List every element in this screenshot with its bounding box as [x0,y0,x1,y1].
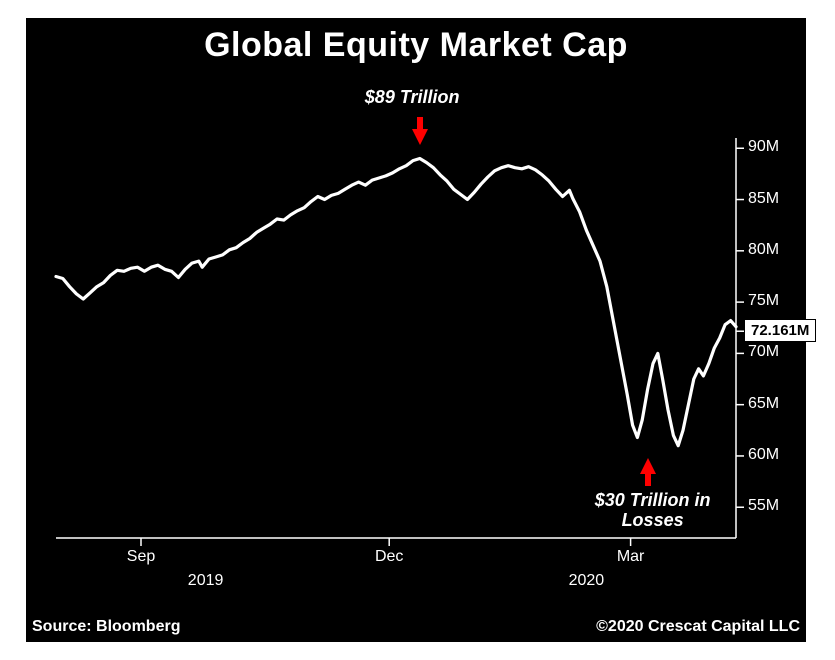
x-tick-month: Mar [617,548,645,566]
current-value-flag: 72.161M [744,319,816,342]
y-tick-label: 65M [748,395,779,413]
annotation-peak-arrow-icon [412,129,428,145]
footer-copyright: ©2020 Crescat Capital LLC [596,618,800,636]
line-chart-svg [56,138,736,538]
x-tick-month: Dec [375,548,403,566]
x-tick-month: Sep [127,548,155,566]
chart-title: Global Equity Market Cap [26,26,806,65]
y-tick-label: 70M [748,343,779,361]
y-tick-label: 60M [748,446,779,464]
x-tick-year: 2019 [188,572,224,590]
annotation-trough-label: $30 Trillion inLosses [578,490,728,531]
y-tick-label: 90M [748,138,779,156]
chart-container: Global Equity Market Cap 72.161M $89 Tri… [0,0,835,660]
y-tick-label: 75M [748,292,779,310]
plot-area [56,138,736,538]
annotation-trough-arrow-icon [640,458,656,474]
y-tick-label: 85M [748,190,779,208]
chart-panel: Global Equity Market Cap 72.161M $89 Tri… [26,18,806,642]
y-tick-label: 80M [748,241,779,259]
y-tick-label: 55M [748,497,779,515]
footer-source: Source: Bloomberg [32,618,180,636]
x-tick-year: 2020 [569,572,605,590]
annotation-peak-label: $89 Trillion [365,87,460,108]
